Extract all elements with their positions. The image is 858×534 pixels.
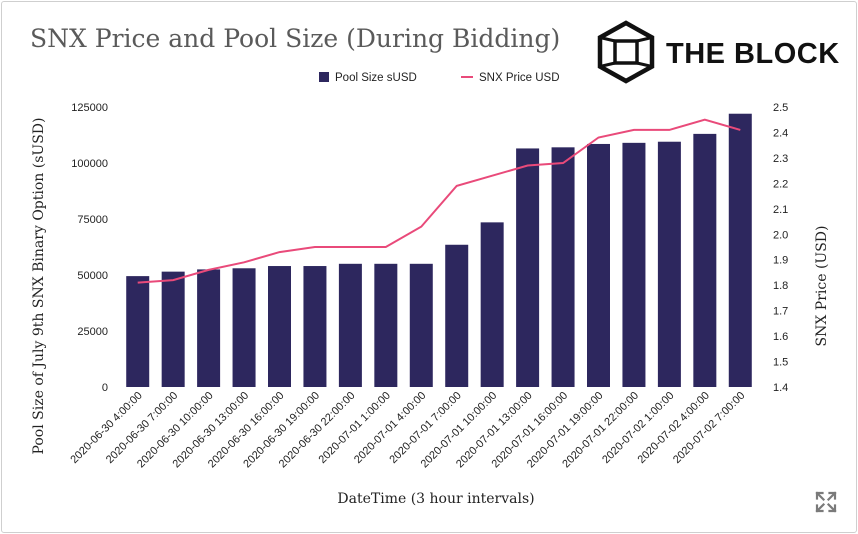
bar-pool-size — [657, 141, 681, 387]
bar-pool-size — [268, 266, 291, 387]
bar-pool-size — [551, 147, 575, 387]
expand-arrows-icon[interactable] — [814, 490, 838, 519]
bar-pool-size — [338, 263, 362, 387]
bar-pool-size — [728, 113, 752, 387]
bar-series — [126, 113, 752, 387]
y-tick-left-label: 125000 — [71, 102, 108, 114]
bar-pool-size — [303, 266, 327, 387]
y-tick-right-label: 1.8 — [773, 280, 788, 292]
bar-pool-size — [161, 271, 185, 387]
cube-logo-icon — [594, 20, 658, 89]
bar-pool-size — [445, 244, 469, 387]
y-tick-right-label: 1.4 — [773, 382, 788, 394]
y-axis-left: 0 25000 50000 75000 100000 125000 — [71, 102, 108, 394]
y-axis-right: 1.4 1.5 1.6 1.7 1.8 1.9 2.0 2.1 2.2 2.3 2.4 2.5 — [773, 102, 788, 394]
y-tick-right-label: 2.2 — [773, 178, 788, 190]
legend-swatch-pool-size — [319, 72, 329, 82]
x-tick-label: 2020-07-02 7:00:00 — [671, 390, 747, 466]
y-tick-left-label: 0 — [102, 382, 108, 394]
y-tick-right-label: 2.5 — [773, 102, 788, 114]
bar-pool-size — [197, 269, 221, 387]
y-tick-right-label: 2.0 — [773, 229, 788, 241]
legend: Pool Size sUSD SNX Price USD — [319, 72, 560, 84]
bar-pool-size — [480, 222, 504, 387]
y-tick-right-label: 1.6 — [773, 331, 788, 343]
chart-title: SNX Price and Pool Size (During Bidding) — [30, 24, 561, 53]
bar-pool-size — [516, 148, 540, 387]
y-tick-left-label: 100000 — [71, 158, 108, 170]
y-tick-left-label: 50000 — [77, 270, 108, 282]
legend-label-snx-price: SNX Price USD — [479, 72, 560, 84]
y-axis-title-right: SNX Price (USD) — [814, 226, 830, 347]
y-tick-right-label: 2.4 — [773, 127, 788, 139]
legend-label-pool-size: Pool Size sUSD — [335, 72, 417, 84]
price-line — [137, 118, 741, 284]
y-tick-right-label: 1.5 — [773, 357, 788, 369]
x-axis-title: DateTime (3 hour intervals) — [337, 491, 534, 507]
brand-name: THE BLOCK — [666, 38, 840, 70]
y-tick-left-label: 75000 — [77, 214, 108, 226]
y-tick-right-label: 2.3 — [773, 153, 788, 165]
y-tick-right-label: 1.7 — [773, 306, 788, 318]
bar-pool-size — [587, 143, 610, 387]
bar-pool-size — [409, 263, 433, 387]
bar-pool-size — [374, 263, 398, 387]
bar-pool-size — [622, 142, 646, 387]
y-tick-right-label: 1.9 — [773, 255, 788, 267]
y-tick-right-label: 2.1 — [773, 204, 788, 216]
bar-pool-size — [126, 276, 150, 387]
y-axis-title-left: Pool Size of July 9th SNX Binary Option … — [31, 118, 47, 455]
bar-pool-size — [232, 268, 256, 387]
bar-pool-size — [693, 133, 717, 387]
y-tick-left-label: 25000 — [77, 326, 108, 338]
